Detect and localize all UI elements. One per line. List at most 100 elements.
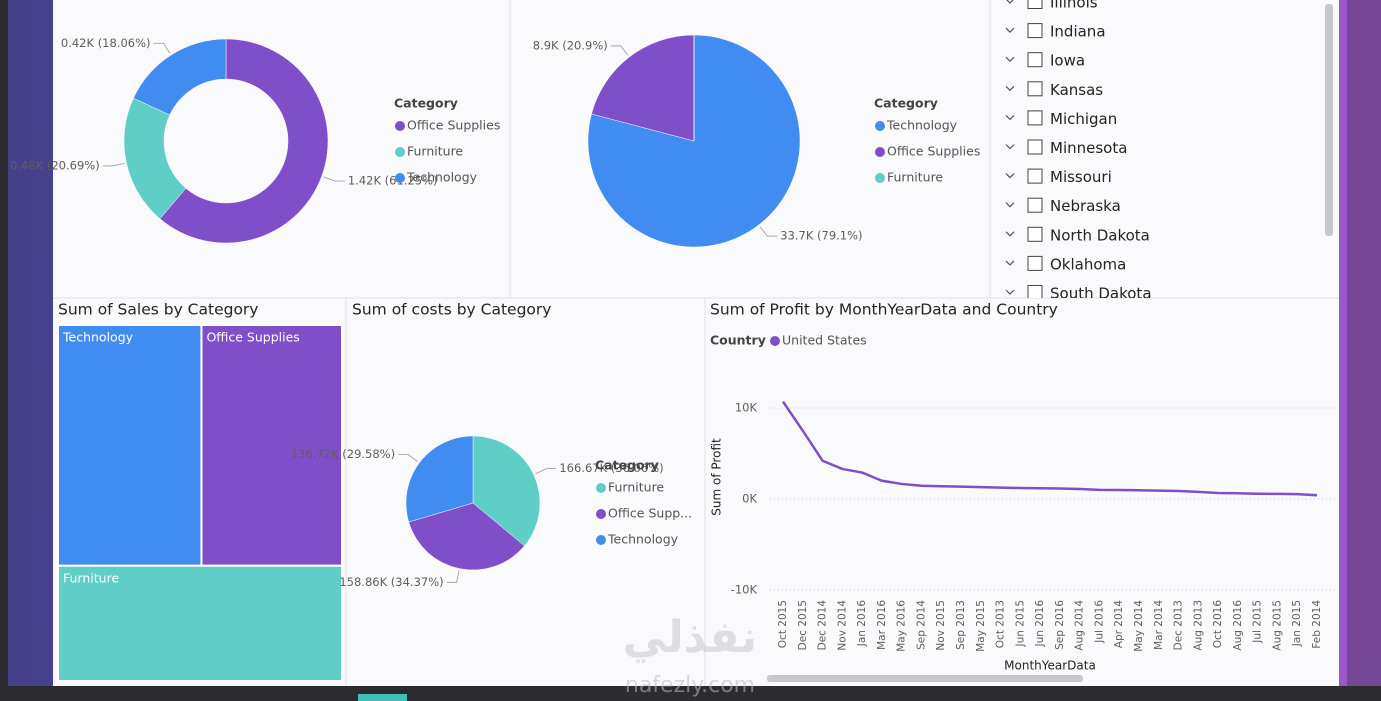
treemap-tile bbox=[57, 564, 343, 683]
data-label: 166.67K (36.06%) bbox=[559, 461, 663, 475]
x-tick-label: Nov 2014 bbox=[836, 600, 848, 651]
legend-marker bbox=[875, 121, 885, 131]
slicer-item[interactable]: Minnesota bbox=[1050, 139, 1127, 157]
x-tick-label: Aug 2014 bbox=[1074, 600, 1086, 651]
slicer-scrollbar[interactable] bbox=[1325, 4, 1333, 236]
checkbox[interactable] bbox=[1027, 110, 1043, 126]
legend-title: Category bbox=[595, 458, 659, 473]
chevron[interactable] bbox=[1005, 144, 1015, 150]
legend-label: Furniture bbox=[407, 144, 463, 159]
chevron[interactable] bbox=[1005, 289, 1015, 295]
y-tick-label: -10K bbox=[731, 582, 758, 596]
slicer-item[interactable]: Illinois bbox=[1050, 0, 1098, 12]
checkbox[interactable] bbox=[1027, 0, 1043, 9]
y-tick-label: 0K bbox=[742, 491, 757, 505]
data-label: 0.48K (20.69%) bbox=[10, 158, 100, 172]
left-edge bbox=[0, 0, 8, 686]
treemap-tile bbox=[57, 324, 203, 567]
checkbox[interactable] bbox=[1027, 168, 1043, 184]
leader-line bbox=[323, 176, 345, 182]
chevron[interactable] bbox=[1005, 260, 1015, 266]
data-label: 136.72K (29.58%) bbox=[291, 447, 395, 461]
checkbox[interactable] bbox=[1027, 226, 1043, 242]
chevron[interactable] bbox=[1005, 114, 1015, 121]
chevron[interactable] bbox=[1005, 56, 1015, 63]
data-label: 33.7K (79.1%) bbox=[780, 229, 862, 243]
chevron[interactable] bbox=[1005, 85, 1015, 92]
legend-marker bbox=[770, 336, 780, 346]
legend-marker bbox=[395, 121, 405, 131]
x-tick-label: Oct 2016 bbox=[1212, 600, 1224, 649]
x-tick-label: Jan 2015 bbox=[1291, 600, 1303, 647]
chevron[interactable] bbox=[1005, 202, 1015, 208]
chevron[interactable] bbox=[1005, 231, 1015, 237]
right-edge bbox=[1347, 0, 1381, 686]
slice bbox=[472, 435, 541, 547]
slicer: Illinois Indiana Iowa Kansas Michigan Minneso… bbox=[1005, 0, 1152, 303]
legend-label: Office Supplies bbox=[887, 144, 980, 159]
slicer-item[interactable]: Nebraska bbox=[1050, 197, 1121, 215]
chart-title: Sum of Profit by MonthYearData and Count… bbox=[710, 301, 1058, 319]
x-tick-label: Apr 2014 bbox=[1113, 600, 1125, 649]
tab-indicator bbox=[358, 694, 407, 701]
x-tick-label: Mar 2016 bbox=[876, 600, 888, 650]
x-tick-label: Nov 2015 bbox=[935, 600, 947, 651]
chart-scrollbar[interactable] bbox=[767, 675, 1083, 682]
x-tick-label: Jun 2015 bbox=[1014, 600, 1026, 647]
charts: 1.42K (61.25%) 0.48K (20.69%) 0.42K (18.06… bbox=[10, 34, 1335, 683]
slice bbox=[408, 502, 525, 571]
chevron[interactable] bbox=[1006, 0, 1014, 4]
slicer-item[interactable]: Michigan bbox=[1050, 110, 1117, 128]
x-tick-label: Jun 2016 bbox=[1034, 600, 1046, 648]
checkbox[interactable] bbox=[1027, 255, 1043, 271]
x-tick-label: Sep 2014 bbox=[915, 600, 927, 650]
legend-label: Technology bbox=[886, 118, 958, 133]
x-tick-label: Jan 2016 bbox=[856, 600, 868, 648]
x-tick-label: Feb 2014 bbox=[1311, 600, 1323, 649]
tile-label: Furniture bbox=[63, 570, 119, 585]
chevron[interactable] bbox=[1005, 173, 1015, 179]
checkbox[interactable] bbox=[1027, 23, 1043, 39]
leader-line bbox=[759, 226, 778, 237]
checkbox[interactable] bbox=[1027, 285, 1043, 300]
legend-marker bbox=[596, 483, 606, 493]
data-label: 8.9K (20.9%) bbox=[533, 38, 608, 52]
chart-title: Sum of Sales by Category bbox=[58, 301, 258, 319]
legend-label: Furniture bbox=[887, 170, 943, 185]
checkbox[interactable] bbox=[1027, 52, 1043, 68]
data-label: 158.86K (34.37%) bbox=[339, 575, 443, 589]
legend-marker bbox=[395, 173, 405, 183]
watermark-latin: nafezly.com bbox=[625, 673, 755, 698]
legend-label: Office Supp... bbox=[608, 506, 692, 521]
line-series bbox=[781, 400, 1318, 497]
checkbox[interactable] bbox=[1027, 139, 1043, 155]
checkbox[interactable] bbox=[1027, 81, 1043, 97]
leader-line bbox=[398, 454, 418, 463]
legend-marker bbox=[395, 147, 405, 157]
slicer-item[interactable]: Kansas bbox=[1050, 81, 1103, 99]
leader-line bbox=[102, 162, 125, 167]
x-tick-label: Oct 2013 bbox=[995, 600, 1007, 648]
leader-line bbox=[535, 468, 557, 475]
slicer-item[interactable]: Missouri bbox=[1050, 168, 1112, 186]
slice bbox=[159, 38, 329, 244]
data-label: 0.42K (18.06%) bbox=[61, 36, 151, 50]
slicer-item[interactable]: Oklahoma bbox=[1050, 255, 1126, 273]
y-axis-title: Sum of Profit bbox=[710, 438, 724, 516]
slicer-item[interactable]: Indiana bbox=[1050, 23, 1106, 41]
slicer-item[interactable]: Iowa bbox=[1050, 52, 1085, 70]
legend-label: Office Supplies bbox=[407, 118, 500, 133]
leader-line bbox=[153, 42, 171, 54]
slicer-item[interactable]: North Dakota bbox=[1050, 226, 1150, 244]
slicer-item[interactable]: South Dakota bbox=[1050, 285, 1152, 303]
x-tick-label: Jul 2016 bbox=[1093, 600, 1105, 644]
legend-title: Category bbox=[394, 96, 458, 111]
x-tick-label: Dec 2015 bbox=[797, 600, 809, 650]
legend-label: Furniture bbox=[608, 480, 664, 495]
chevron[interactable] bbox=[1005, 27, 1015, 33]
legend-title: Category bbox=[874, 96, 938, 111]
legend-label: Technology bbox=[406, 170, 478, 185]
legend-marker bbox=[875, 147, 885, 157]
checkbox[interactable] bbox=[1027, 197, 1043, 213]
treemap-tile bbox=[200, 324, 343, 567]
